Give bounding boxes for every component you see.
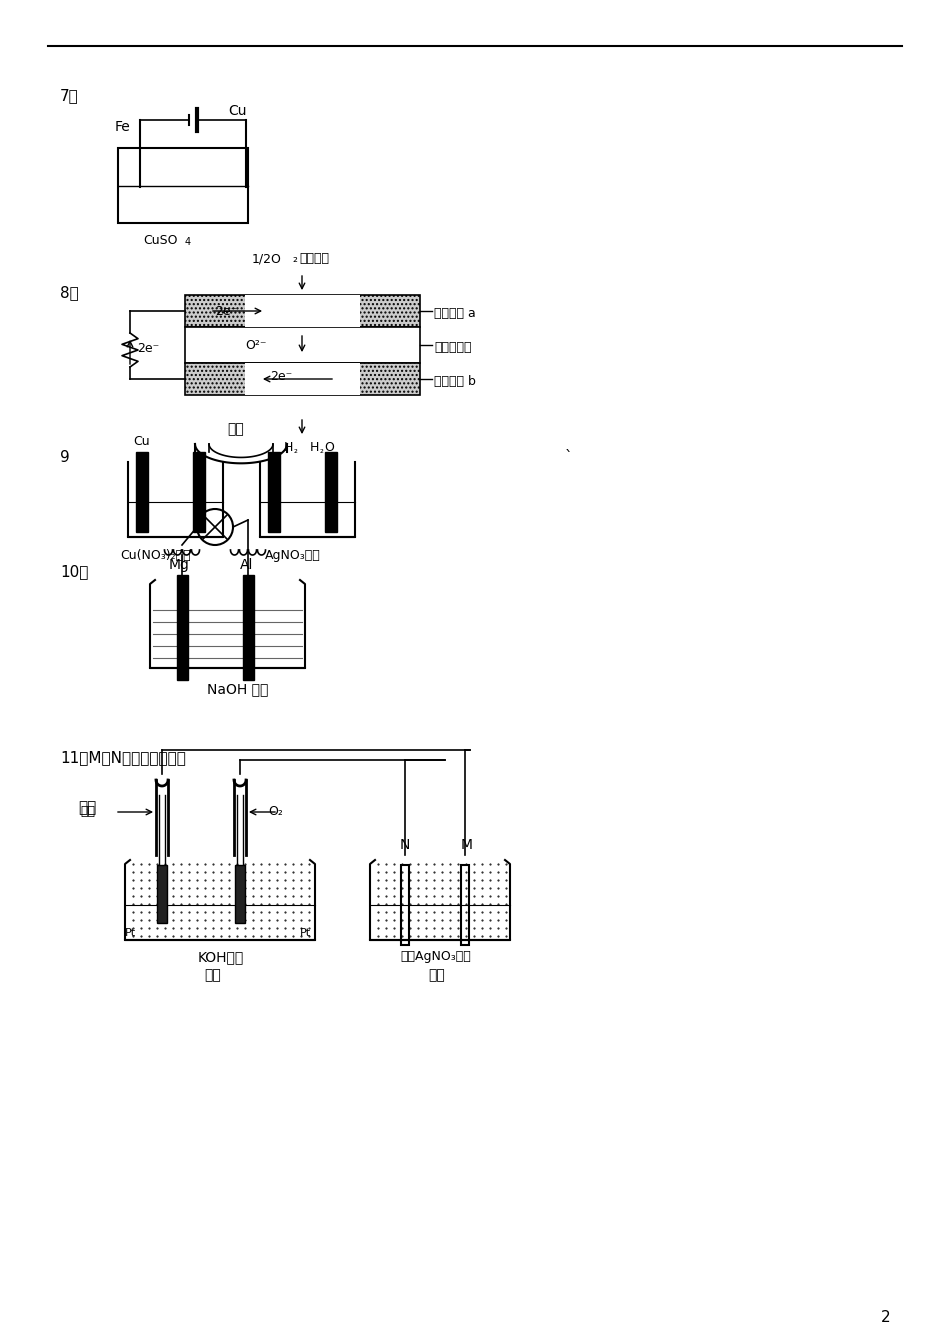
Text: 10、: 10、: [60, 564, 88, 579]
Text: Cu: Cu: [133, 435, 150, 448]
Bar: [185, 363, 420, 395]
Text: O₂: O₂: [268, 805, 283, 818]
Text: N: N: [400, 839, 410, 852]
Text: Mg: Mg: [169, 558, 190, 573]
Bar: [177, 575, 188, 680]
Text: H: H: [310, 441, 319, 454]
Bar: [136, 452, 148, 532]
Text: Cu(NO₃)₂溶液: Cu(NO₃)₂溶液: [120, 548, 191, 562]
Text: `: `: [565, 450, 573, 465]
Bar: [401, 866, 409, 945]
Text: 甲：: 甲：: [78, 800, 96, 814]
Text: 2e⁻: 2e⁻: [137, 343, 160, 356]
Text: 2e⁻: 2e⁻: [215, 305, 238, 319]
Bar: [118, 148, 248, 223]
Bar: [268, 452, 280, 532]
Bar: [185, 327, 420, 363]
Text: Al: Al: [240, 558, 254, 573]
Bar: [461, 866, 469, 945]
Bar: [193, 452, 205, 532]
Text: Fe: Fe: [115, 120, 131, 134]
Text: 11、M、N均为惰性电极：: 11、M、N均为惰性电极：: [60, 750, 186, 765]
Bar: [243, 575, 254, 680]
Bar: [235, 866, 245, 923]
Text: 9: 9: [60, 450, 69, 465]
Text: 乙醇: 乙醇: [80, 805, 95, 818]
Text: 甲池: 甲池: [204, 968, 220, 982]
Text: ₂: ₂: [320, 445, 324, 456]
Text: O: O: [324, 441, 333, 454]
Text: M: M: [461, 839, 473, 852]
Bar: [185, 294, 420, 327]
Text: 2: 2: [881, 1310, 890, 1325]
Bar: [245, 363, 360, 395]
Text: 固体电解质: 固体电解质: [434, 341, 471, 353]
Text: 1/2O: 1/2O: [252, 253, 282, 265]
Text: 多孔电极 a: 多孔电极 a: [434, 306, 476, 320]
Text: 盐桥: 盐桥: [227, 422, 244, 435]
Text: 8、: 8、: [60, 285, 79, 300]
Text: 7、: 7、: [60, 87, 79, 103]
Bar: [325, 452, 337, 532]
Text: H: H: [284, 441, 294, 454]
Text: 2e⁻: 2e⁻: [270, 370, 293, 383]
Text: Pt: Pt: [300, 927, 312, 938]
Text: Pt: Pt: [125, 927, 136, 938]
Text: 多孔电极 b: 多孔电极 b: [434, 375, 476, 388]
Bar: [245, 294, 360, 327]
Text: AgNO₃溶液: AgNO₃溶液: [265, 548, 321, 562]
Text: NaOH 溶液: NaOH 溶液: [207, 681, 268, 696]
Text: 4: 4: [185, 237, 191, 247]
Text: （干燥）: （干燥）: [299, 253, 329, 265]
Text: 过量AgNO₃溶液: 过量AgNO₃溶液: [400, 950, 471, 964]
Text: KOH溶液: KOH溶液: [198, 950, 244, 964]
Text: 乙池: 乙池: [428, 968, 445, 982]
Text: ₂: ₂: [294, 445, 298, 456]
Text: CuSO: CuSO: [143, 234, 178, 247]
Text: O²⁻: O²⁻: [245, 339, 267, 352]
Bar: [157, 866, 167, 923]
Text: Cu: Cu: [228, 103, 246, 118]
Text: ₂: ₂: [292, 253, 297, 265]
